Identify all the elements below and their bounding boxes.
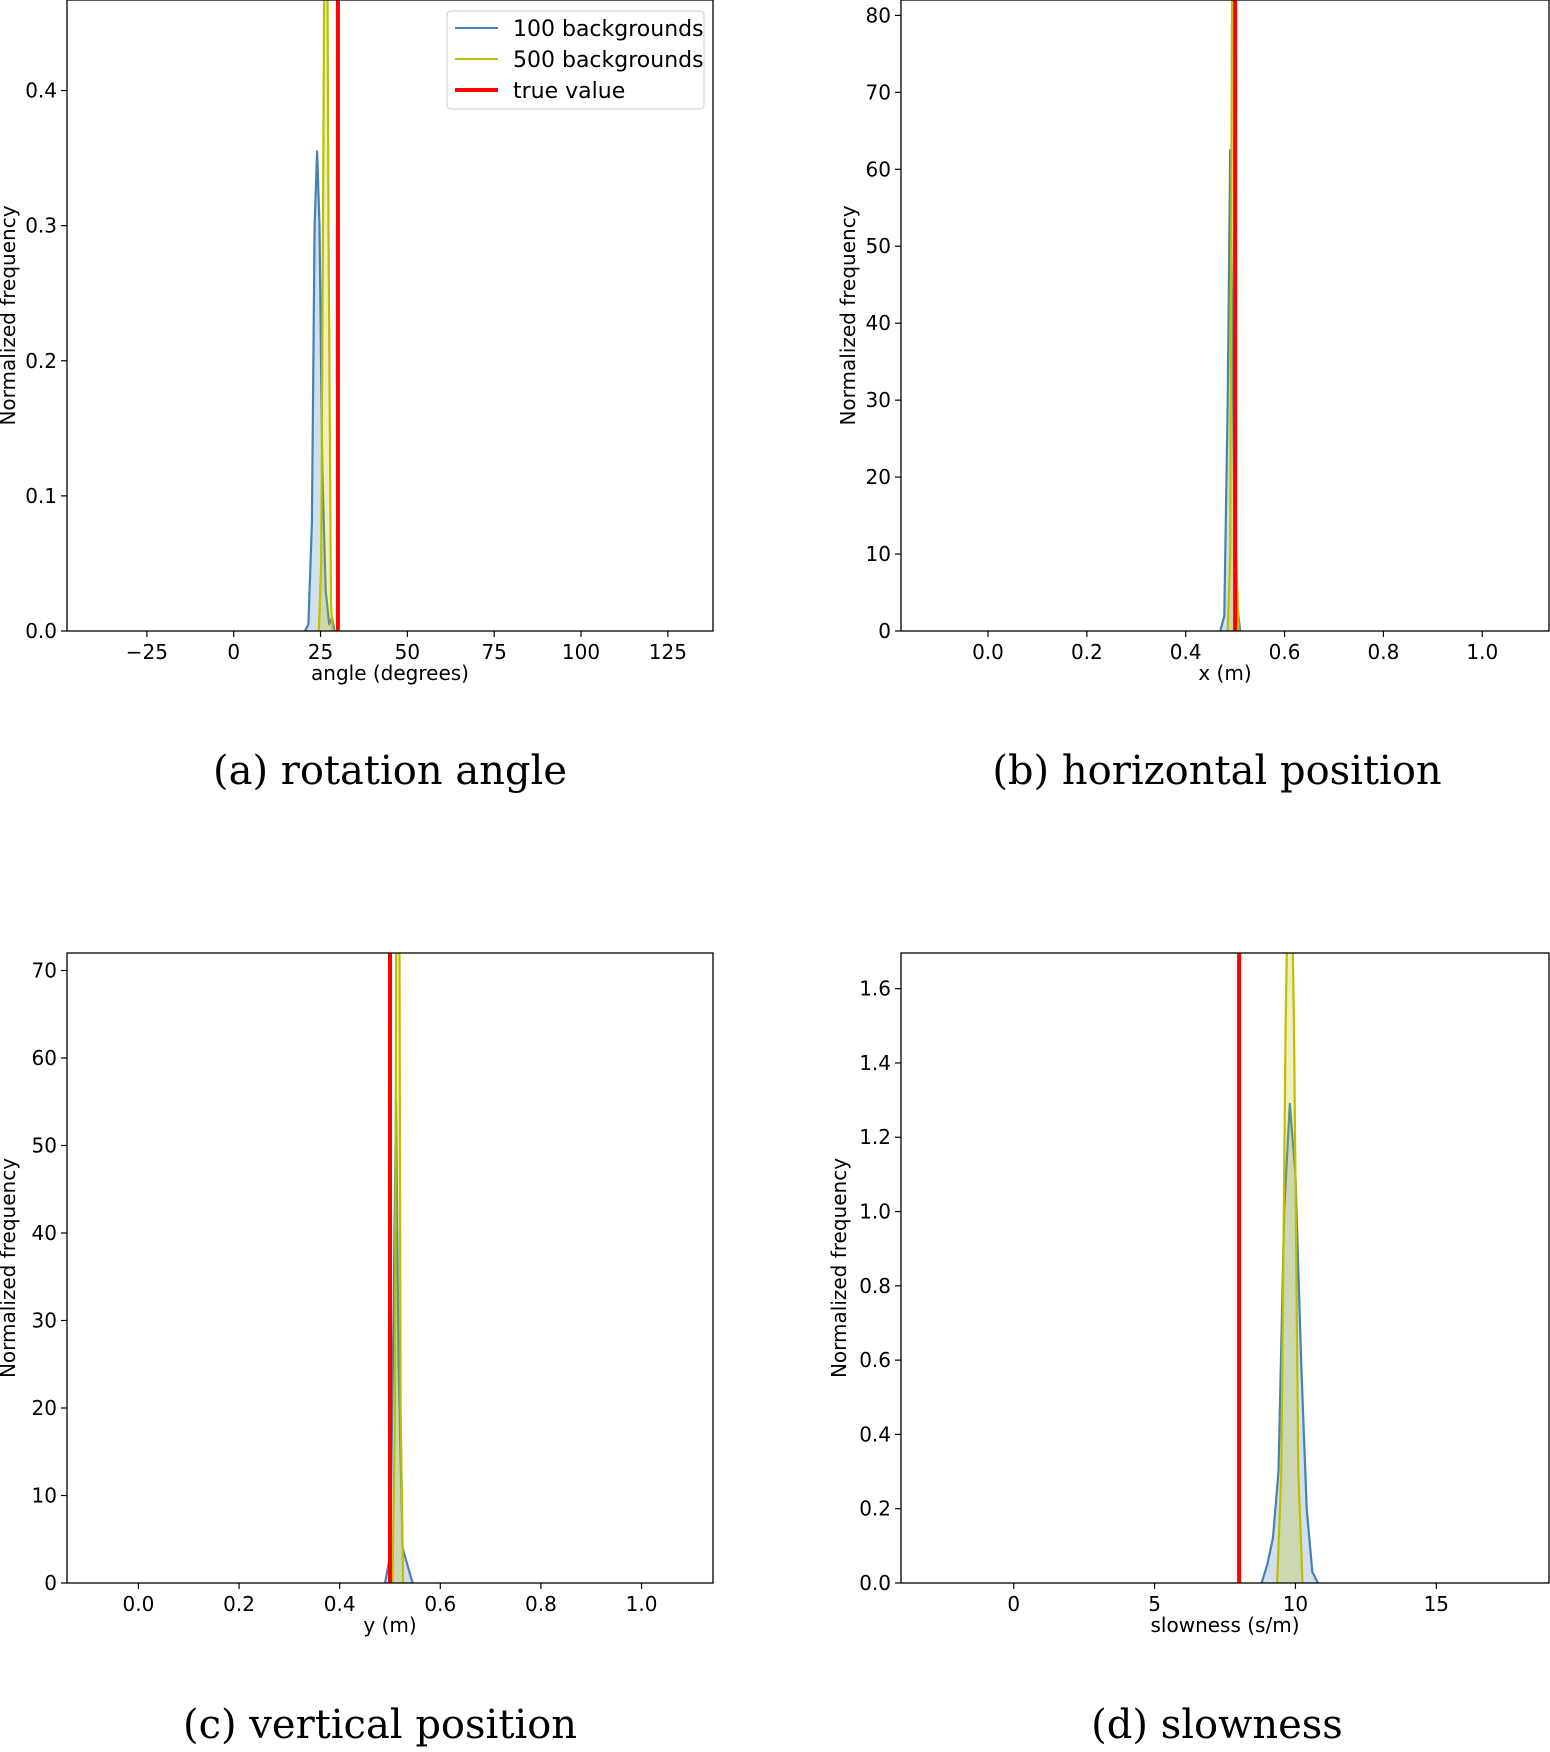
y-tick-label: 30 [32, 1309, 57, 1333]
x-tick-label: 1.0 [1466, 640, 1498, 664]
axes-frame [900, 952, 1550, 1584]
y-tick-label: 0.2 [25, 349, 57, 373]
axes-frame [66, 952, 714, 1584]
y-tick-label: 1.6 [859, 977, 891, 1001]
subplot-d: 0 5 10 15 0.0 0.2 0.4 0.6 0.8 1.0 1.2 1.4 1.6 slownes… [827, 952, 1550, 1637]
series-line-1 [391, 953, 405, 1583]
y-tick-label: 0 [44, 1571, 57, 1595]
y-tick-label: 30 [866, 388, 891, 412]
caption-c: (c) vertical position [182, 1702, 578, 1748]
y-tick-label: 1.0 [859, 1200, 891, 1224]
y-tick-label: 0.3 [25, 214, 57, 238]
series-line-0 [1260, 1102, 1319, 1583]
y-tick-label: 1.4 [859, 1051, 891, 1075]
y-tick-label: 50 [866, 234, 891, 258]
plot-area [303, 0, 340, 631]
y-tick-label: 0.2 [859, 1497, 891, 1521]
y-tick-label: 40 [866, 311, 891, 335]
y-tick-label: 0.0 [859, 1571, 891, 1595]
x-tick-label: 0.0 [123, 1592, 155, 1616]
x-axis-label: angle (degrees) [311, 661, 469, 685]
series-fill-1 [1277, 953, 1303, 1583]
x-tick-label: 0.0 [972, 640, 1004, 664]
axes-frame [900, 0, 1550, 632]
y-tick-label: 50 [32, 1134, 57, 1158]
y-axis-label: Normalized frequency [836, 205, 860, 425]
x-tick-label: 1.0 [626, 1592, 658, 1616]
series-line-0 [303, 150, 336, 631]
legend-frame [446, 10, 705, 110]
x-tick-label: 100 [562, 640, 600, 664]
x-tick-label: 5 [1148, 1592, 1161, 1616]
y-tick-label: 0.0 [25, 619, 57, 643]
subplot-b: 0.0 0.2 0.4 0.6 0.8 1.0 0 10 20 30 40 50 60 70 80 x (m)… [836, 0, 1550, 685]
x-tick-label: 0.8 [525, 1592, 557, 1616]
y-tick-label: 60 [866, 157, 891, 181]
y-tick-label: 0.4 [859, 1422, 891, 1446]
x-axis-label: slowness (s/m) [1151, 1613, 1300, 1637]
x-tick-label: 25 [308, 640, 333, 664]
y-tick-label: 70 [32, 959, 57, 983]
x-tick-label: 0.4 [324, 1592, 356, 1616]
x-tick-label: 50 [395, 640, 420, 664]
x-tick-label: 75 [481, 640, 506, 664]
y-tick-label: 10 [866, 542, 891, 566]
y-tick-label: 0.8 [859, 1274, 891, 1298]
y-tick-label: 0.6 [859, 1348, 891, 1372]
y-tick-label: 20 [866, 465, 891, 489]
axes-frame [66, 0, 714, 632]
caption-d: (d) slowness [1091, 1702, 1343, 1748]
y-axis-label: Normalized frequency [0, 1158, 20, 1378]
y-tick-label: 20 [32, 1396, 57, 1420]
plot-area [1237, 953, 1319, 1583]
legend-label-2: true value [513, 79, 625, 104]
y-tick-label: 0 [878, 619, 891, 643]
y-tick-label: 70 [866, 80, 891, 104]
y-tick-label: 60 [32, 1046, 57, 1070]
y-tick-label: 10 [32, 1484, 57, 1508]
x-tick-label: 15 [1424, 1592, 1449, 1616]
x-tick-label: 0.8 [1368, 640, 1400, 664]
x-tick-label: 0.6 [424, 1592, 456, 1616]
x-tick-label: 125 [649, 640, 687, 664]
x-tick-label: 0 [1007, 1592, 1020, 1616]
x-tick-label: 0 [227, 640, 240, 664]
x-tick-label: 10 [1283, 1592, 1308, 1616]
x-axis-label: y (m) [363, 1613, 416, 1637]
y-tick-label: 80 [866, 3, 891, 27]
plot-area [1219, 0, 1242, 631]
series-line-1 [317, 0, 334, 631]
subplot-a: −25 0 25 50 75 100 125 0.0 0.1 0.2 0.3 0.4 angle (de… [0, 0, 714, 685]
legend-label-1: 500 backgrounds [513, 48, 704, 73]
legend: 100 backgrounds 500 backgrounds true value [446, 10, 705, 110]
caption-a: (a) rotation angle [212, 748, 568, 794]
y-tick-label: 1.2 [859, 1125, 891, 1149]
x-tick-label: 0.2 [1071, 640, 1103, 664]
x-tick-label: 0.6 [1269, 640, 1301, 664]
x-tick-label: 0.2 [223, 1592, 255, 1616]
series-line-1 [1276, 953, 1304, 1583]
y-tick-label: 40 [32, 1221, 57, 1245]
legend-label-0: 100 backgrounds [513, 17, 704, 42]
y-tick-label: 0.4 [25, 79, 57, 103]
x-tick-label: 0.4 [1170, 640, 1202, 664]
y-axis-label: Normalized frequency [0, 205, 20, 425]
y-axis-label: Normalized frequency [827, 1158, 851, 1378]
caption-b: (b) horizontal position [992, 748, 1442, 794]
plot-area [383, 953, 414, 1583]
x-tick-label: −25 [126, 640, 168, 664]
subplot-c: 0.0 0.2 0.4 0.6 0.8 1.0 0 10 20 30 40 50 60 70 y (m) No… [0, 952, 714, 1637]
y-tick-label: 0.1 [25, 484, 57, 508]
x-axis-label: x (m) [1198, 661, 1251, 685]
